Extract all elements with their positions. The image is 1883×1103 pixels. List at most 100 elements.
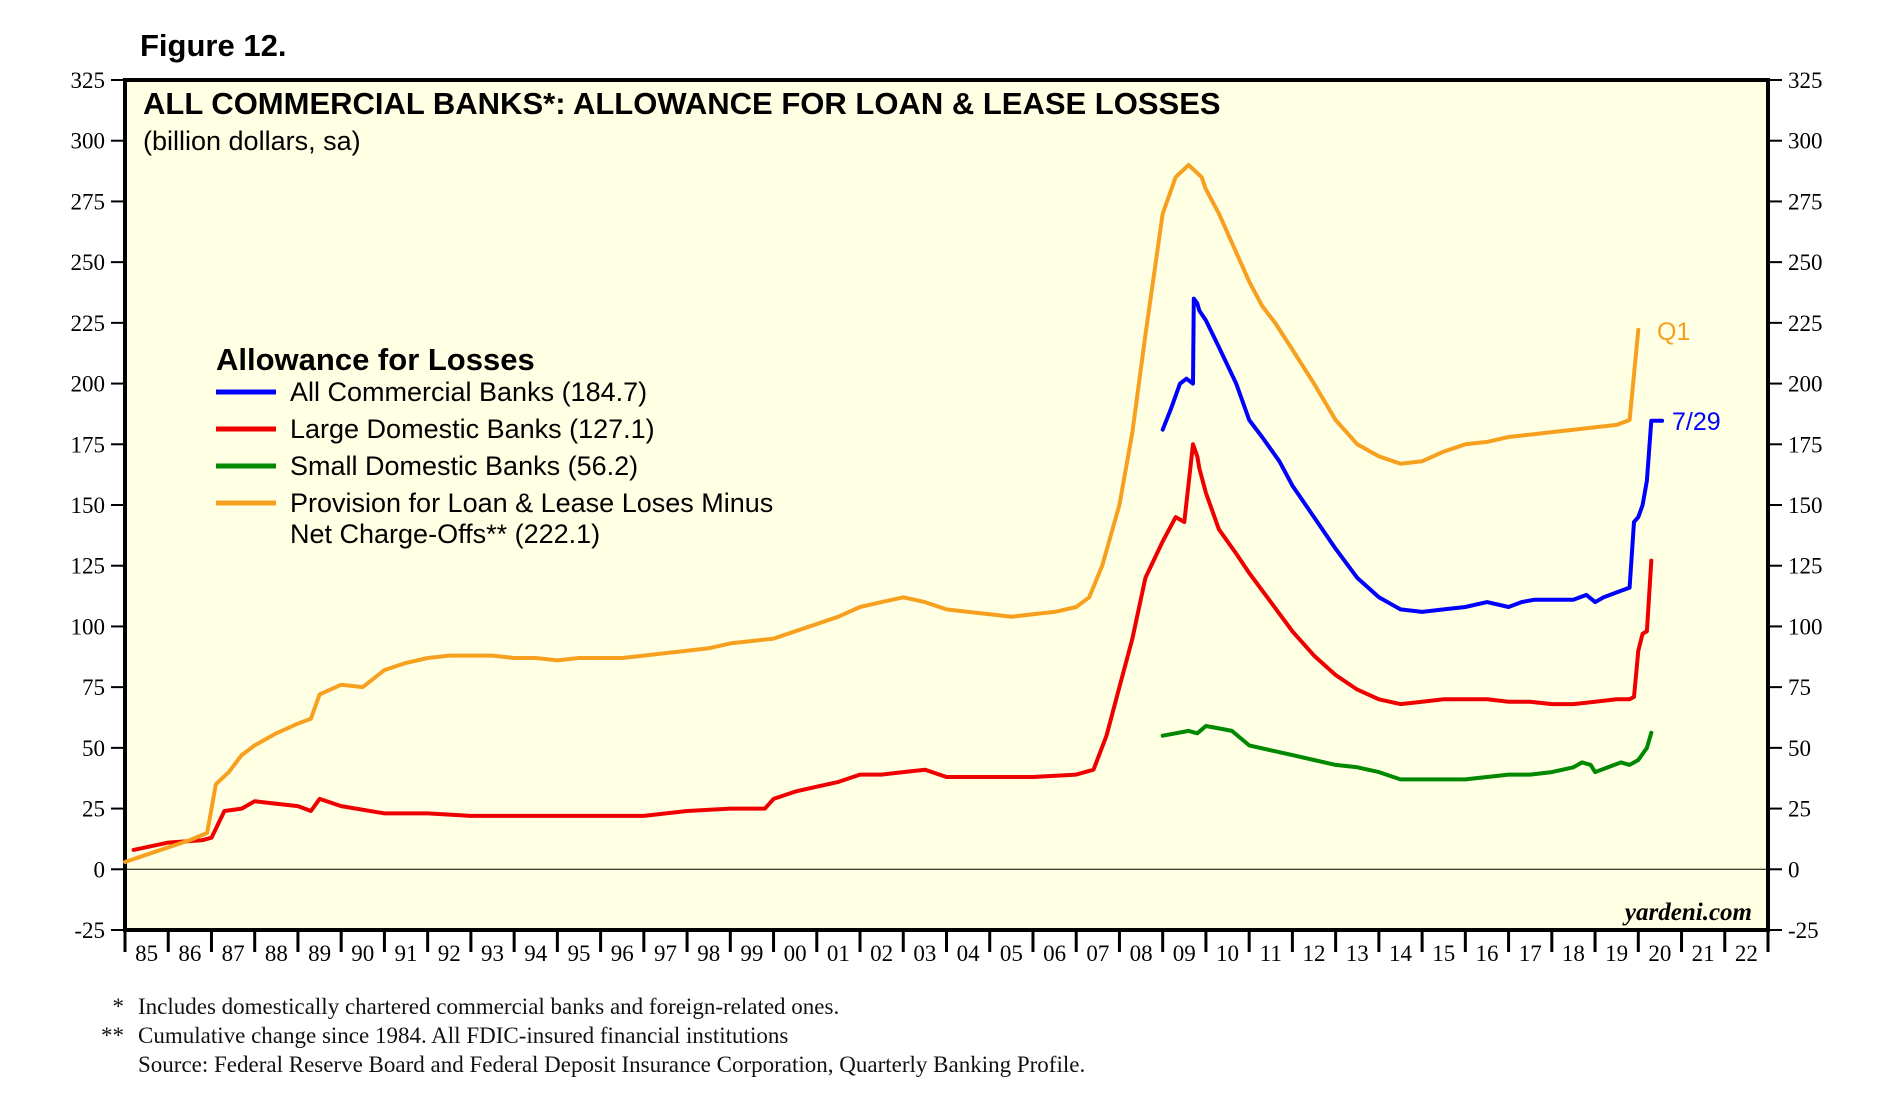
- y-tick-label-left: 0: [94, 857, 106, 882]
- x-tick-label: 16: [1475, 941, 1498, 966]
- legend-label: Small Domestic Banks (56.2): [290, 451, 638, 481]
- footnote-text: Cumulative change since 1984. All FDIC-i…: [138, 1023, 789, 1048]
- x-tick-label: 07: [1086, 941, 1109, 966]
- y-tick-label-right: 100: [1788, 614, 1823, 639]
- footnotes: * Includes domestically chartered commer…: [80, 992, 1085, 1079]
- y-tick-label-right: 300: [1788, 129, 1823, 154]
- x-tick-label: 94: [524, 941, 548, 966]
- annotation-7-29: 7/29: [1672, 408, 1721, 436]
- y-tick-label-left: 250: [71, 250, 106, 275]
- figure-label: Figure 12.: [140, 28, 287, 63]
- x-tick-label: 05: [1000, 941, 1023, 966]
- watermark: yardeni.com: [1622, 899, 1752, 926]
- annotation-q1: Q1: [1657, 318, 1690, 346]
- footnote-mark: *: [112, 994, 125, 1019]
- x-tick-label: 96: [611, 941, 634, 966]
- x-tick-label: 08: [1130, 941, 1153, 966]
- x-tick-label: 88: [265, 941, 288, 966]
- x-tick-label: 12: [1303, 941, 1326, 966]
- x-tick-label: 22: [1735, 941, 1758, 966]
- y-tick-label-left: -25: [74, 918, 105, 943]
- x-tick-label: 98: [697, 941, 720, 966]
- legend-label: Large Domestic Banks (127.1): [290, 414, 655, 444]
- x-tick-label: 92: [438, 941, 461, 966]
- y-tick-label-right: 225: [1788, 311, 1823, 336]
- y-axis-left: -25 0 25 50 75 100 125 150 175 200 225 250 275 300 325: [71, 68, 125, 943]
- y-tick-label-right: 325: [1788, 68, 1823, 93]
- x-tick-label: 89: [308, 941, 331, 966]
- legend: All Commercial Banks (184.7) Large Domest…: [216, 377, 773, 549]
- series-line: [131, 442, 1654, 852]
- x-tick-label: 87: [222, 941, 245, 966]
- y-tick-label-left: 25: [82, 797, 105, 822]
- y-tick-label-right: 175: [1788, 432, 1823, 457]
- footnote-source: Source: Federal Reserve Board and Federa…: [80, 1050, 1085, 1079]
- x-tick-label: 93: [481, 941, 504, 966]
- footnote-1: * Includes domestically chartered commer…: [80, 992, 1085, 1021]
- y-tick-label-left: 125: [71, 554, 106, 579]
- y-tick-label-left: 150: [71, 493, 106, 518]
- x-tick-label: 04: [957, 941, 981, 966]
- x-tick-label: 02: [870, 941, 893, 966]
- x-tick-label: 11: [1260, 941, 1282, 966]
- y-tick-label-left: 75: [82, 675, 105, 700]
- y-tick-label-left: 175: [71, 432, 106, 457]
- footnote-2: ** Cumulative change since 1984. All FDI…: [80, 1021, 1085, 1050]
- x-tick-label: 99: [740, 941, 763, 966]
- y-tick-label-right: 200: [1788, 372, 1823, 397]
- y-tick-label-right: 50: [1788, 736, 1811, 761]
- x-tick-label: 15: [1432, 941, 1455, 966]
- x-tick-label: 91: [395, 941, 418, 966]
- x-tick-label: 19: [1605, 941, 1628, 966]
- x-axis: 85 86 87 88 89 90 91 92 93 94 95 96 97 98 99 00 01 02 03 04…: [123, 930, 1770, 966]
- y-tick-label-left: 50: [82, 736, 105, 761]
- y-tick-label-left: 200: [71, 372, 106, 397]
- x-tick-label: 03: [913, 941, 936, 966]
- series-line: [1160, 296, 1665, 614]
- legend-title: Allowance for Losses: [216, 342, 535, 377]
- x-tick-label: 13: [1346, 941, 1369, 966]
- x-tick-label: 01: [827, 941, 850, 966]
- x-tick-label: 10: [1216, 941, 1239, 966]
- y-tick-label-right: 275: [1788, 189, 1823, 214]
- y-tick-label-left: 300: [71, 129, 106, 154]
- x-tick-label: 17: [1519, 941, 1542, 966]
- x-tick-label: 06: [1043, 941, 1066, 966]
- chart: -250255075100125150175200225250275300325…: [71, 68, 1823, 966]
- y-tick-label-right: 125: [1788, 554, 1823, 579]
- series-lines: [123, 163, 1665, 864]
- y-tick-label-right: 75: [1788, 675, 1811, 700]
- y-tick-label-right: 150: [1788, 493, 1823, 518]
- y-tick-label-right: 0: [1788, 857, 1800, 882]
- legend-label: All Commercial Banks (184.7): [290, 377, 647, 407]
- footnote-mark: **: [101, 1023, 124, 1048]
- y-tick-label-right: 250: [1788, 250, 1823, 275]
- x-tick-label: 97: [654, 941, 677, 966]
- series-line: [123, 163, 1641, 864]
- chart-subtitle: (billion dollars, sa): [143, 126, 361, 156]
- legend-label-line: Provision for Loan & Lease Loses Minus: [290, 488, 773, 518]
- x-tick-label: 95: [567, 941, 590, 966]
- x-tick-label: 14: [1389, 941, 1413, 966]
- footnote-mark: [80, 1050, 138, 1079]
- x-tick-label: 85: [135, 941, 158, 966]
- footnote-text: Source: Federal Reserve Board and Federa…: [138, 1052, 1086, 1077]
- legend-label-line: Net Charge-Offs** (222.1): [290, 519, 600, 549]
- x-tick-label: 00: [784, 941, 807, 966]
- legend-label: Provision for Loan & Lease Loses Minus Ne…: [290, 488, 773, 549]
- series-line: [1160, 724, 1654, 782]
- y-tick-label-right: 25: [1788, 797, 1811, 822]
- x-tick-label: 18: [1562, 941, 1585, 966]
- y-tick-label-left: 225: [71, 311, 106, 336]
- plot-background: [123, 78, 1770, 932]
- x-tick-label: 21: [1692, 941, 1715, 966]
- y-tick-label-left: 275: [71, 189, 106, 214]
- x-tick-label: 86: [178, 941, 201, 966]
- y-tick-label-left: 100: [71, 614, 106, 639]
- y-axis-right: -25 0 25 50 75 100 125 150 175 200 225 250 275 300 325: [1768, 68, 1823, 943]
- footnote-text: Includes domestically chartered commerci…: [138, 994, 840, 1019]
- x-tick-label: 20: [1648, 941, 1671, 966]
- chart-title: ALL COMMERCIAL BANKS*: ALLOWANCE FOR LOA…: [143, 86, 1221, 121]
- x-tick-label: 90: [351, 941, 374, 966]
- x-tick-label: 09: [1173, 941, 1196, 966]
